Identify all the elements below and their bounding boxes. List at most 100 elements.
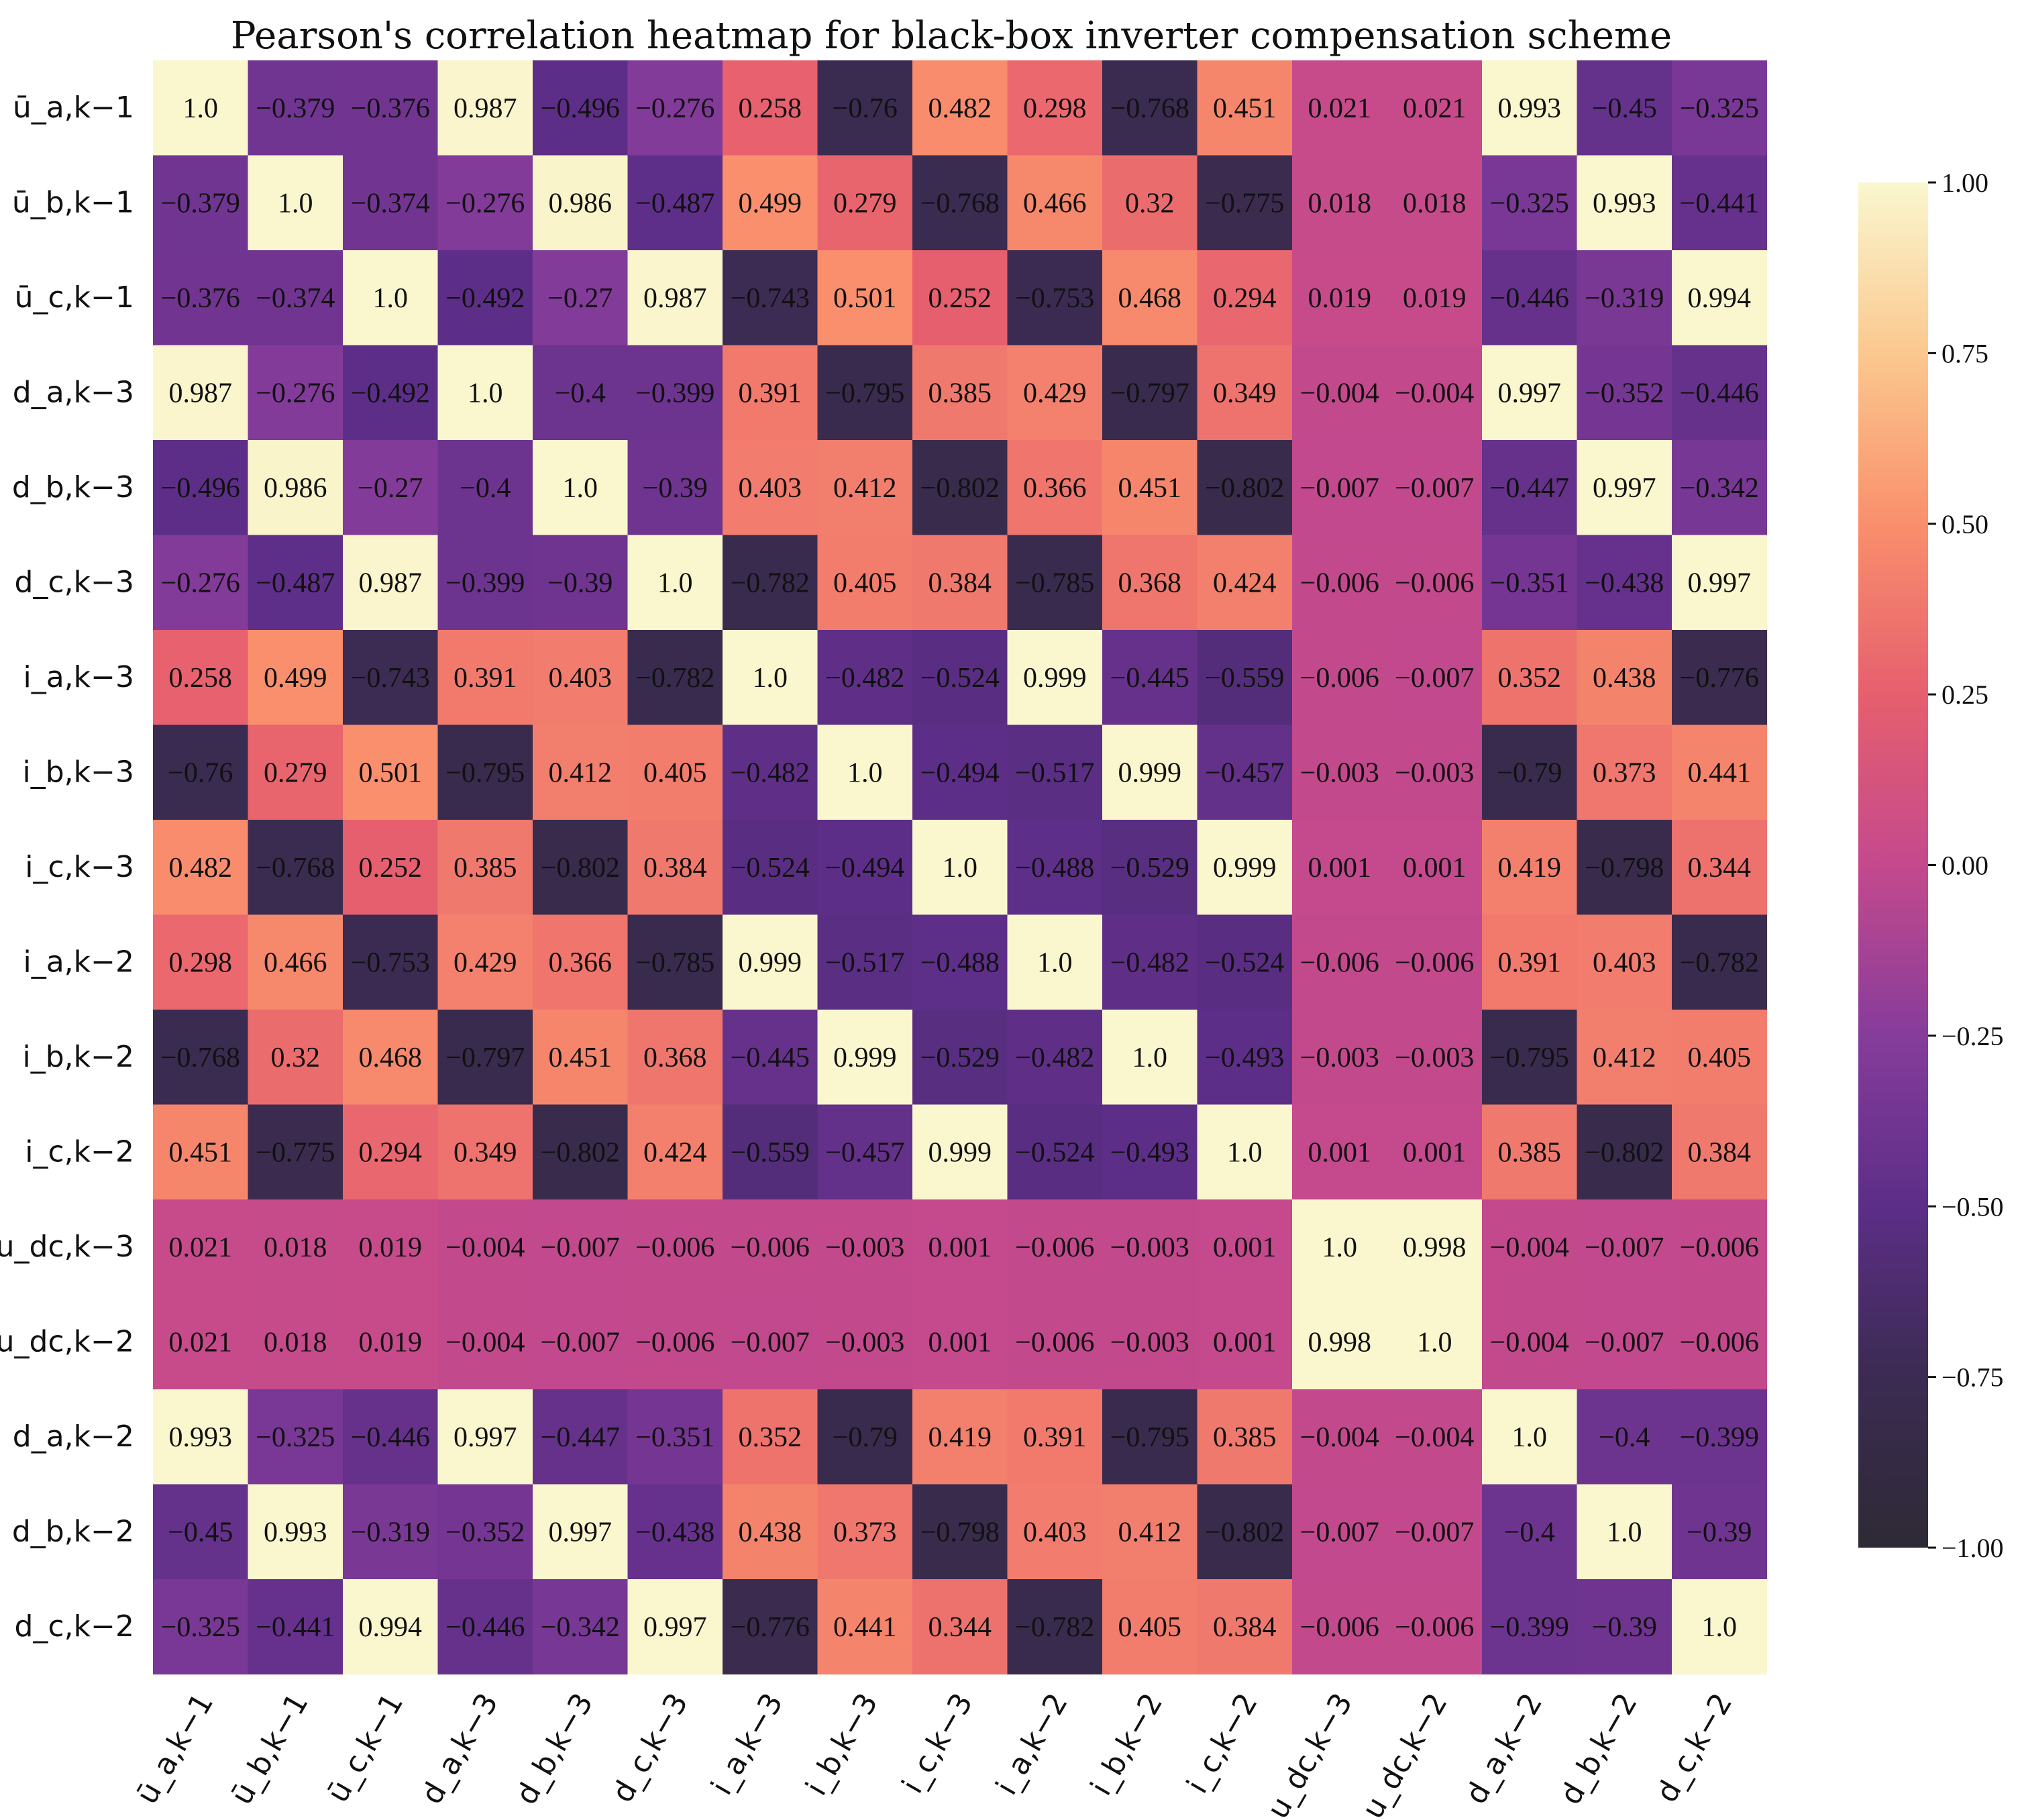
heatmap-cell	[912, 1199, 1008, 1295]
heatmap-cell	[153, 1104, 249, 1200]
heatmap-cell	[1672, 1104, 1768, 1200]
heatmap-cell	[1292, 345, 1388, 441]
cell-value-label: 0.468	[359, 1042, 423, 1073]
heatmap-cell	[723, 250, 818, 346]
heatmap-cell	[627, 250, 723, 346]
heatmap-cell	[1387, 1294, 1483, 1390]
cell-value-label: −0.447	[1490, 473, 1569, 504]
heatmap-cell	[437, 1389, 533, 1485]
heatmap-cell	[437, 1199, 533, 1295]
heatmap-cell	[627, 155, 723, 251]
heatmap-cell	[1292, 1294, 1388, 1390]
heatmap-cell	[1102, 1294, 1198, 1390]
heatmap-cell	[1577, 1484, 1672, 1580]
heatmap-cell	[343, 1484, 439, 1580]
heatmap-cell	[912, 630, 1008, 726]
cell-value-label: 0.482	[169, 853, 233, 884]
heatmap-cell	[1672, 1484, 1768, 1580]
cell-value-label: 0.019	[359, 1232, 423, 1263]
cell-value-label: −0.797	[1110, 378, 1189, 409]
cell-value-label: 0.999	[1023, 663, 1087, 694]
cell-value-label: −0.776	[731, 1612, 810, 1643]
cell-value-label: −0.753	[1015, 283, 1094, 314]
cell-value-label: −0.802	[1205, 473, 1284, 504]
cell-value-label: 0.412	[1593, 1042, 1656, 1073]
heatmap-cell	[248, 1484, 343, 1580]
cell-value-label: −0.39	[1592, 1612, 1657, 1643]
heatmap-cell	[437, 1294, 533, 1390]
heatmap-cell	[343, 630, 439, 726]
cell-value-label: 0.993	[169, 1422, 233, 1453]
heatmap-cell	[817, 630, 913, 726]
heatmap-cell	[627, 1484, 723, 1580]
heatmap-cell	[1482, 345, 1578, 441]
cell-value-label: 0.412	[833, 473, 897, 504]
heatmap-cell	[1292, 1199, 1388, 1295]
cell-value-label: −0.457	[1205, 757, 1284, 788]
heatmap-cell	[533, 1104, 629, 1200]
cell-value-label: −0.782	[731, 568, 810, 598]
cell-value-label: −0.795	[825, 378, 904, 409]
column-label: u_dc,k−3	[1261, 1688, 1359, 1820]
cell-value-label: −0.399	[1680, 1422, 1759, 1453]
cell-value-label: −0.379	[256, 93, 335, 124]
heatmap-cell	[248, 440, 343, 536]
heatmap-cell	[1387, 630, 1483, 726]
cell-value-label: −0.004	[1300, 378, 1379, 409]
heatmap-cell	[912, 1484, 1008, 1580]
cell-value-label: 0.368	[1118, 568, 1182, 598]
colorbar-tick-label: 1.00	[1942, 168, 1988, 198]
heatmap-cell	[627, 914, 723, 1010]
heatmap-cell	[1007, 1104, 1103, 1200]
heatmap-cell	[437, 535, 533, 631]
heatmap-cell	[153, 155, 249, 251]
heatmap-cell	[627, 1294, 723, 1390]
cell-value-label: −0.492	[445, 283, 525, 314]
cell-value-label: −0.004	[445, 1232, 525, 1263]
heatmap-cell	[437, 155, 533, 251]
cell-value-label: −0.27	[358, 473, 423, 504]
row-label: i_c,k−3	[25, 850, 134, 884]
cell-value-label: −0.006	[1015, 1232, 1094, 1263]
column-label: u_dc,k−2	[1355, 1688, 1454, 1820]
cell-value-label: 1.0	[1037, 947, 1073, 978]
column-label: i_a,k−2	[990, 1688, 1075, 1801]
heatmap-cell	[1102, 250, 1198, 346]
heatmap-cell	[533, 60, 629, 156]
cell-value-label: 0.349	[454, 1137, 517, 1168]
heatmap-cell	[1102, 1484, 1198, 1580]
cell-value-label: 0.466	[264, 947, 327, 978]
heatmap-cell	[1197, 345, 1293, 441]
cell-value-label: −0.798	[920, 1517, 1000, 1548]
cell-value-label: 0.468	[1118, 283, 1182, 314]
cell-value-label: −0.325	[1680, 93, 1759, 124]
cell-value-label: 0.279	[833, 188, 897, 219]
row-label: u_dc,k−3	[0, 1230, 134, 1264]
row-label: d_a,k−3	[13, 375, 134, 409]
heatmap-cell	[1292, 1389, 1388, 1485]
heatmap-cell	[153, 1199, 249, 1295]
cell-value-label: 0.987	[169, 378, 233, 409]
cell-value-label: −0.743	[351, 663, 430, 694]
heatmap-cell	[1007, 914, 1103, 1010]
cell-value-label: 0.385	[454, 853, 517, 884]
cell-value-label: 0.001	[1308, 1137, 1372, 1168]
cell-value-label: −0.496	[541, 93, 620, 124]
cell-value-label: 0.451	[1213, 93, 1277, 124]
heatmap-cell	[1672, 440, 1768, 536]
heatmap-cell	[1387, 1579, 1483, 1675]
cell-value-label: −0.374	[351, 188, 430, 219]
cell-value-label: −0.529	[920, 1042, 1000, 1073]
cell-value-label: −0.007	[1395, 473, 1474, 504]
heatmap-cell	[153, 250, 249, 346]
cell-value-label: 1.0	[1227, 1137, 1263, 1168]
heatmap-cell	[1197, 630, 1293, 726]
heatmap-cell	[153, 1294, 249, 1390]
cell-value-label: 1.0	[657, 568, 693, 598]
heatmap-cell	[153, 820, 249, 916]
heatmap-cell	[723, 1010, 818, 1106]
cell-value-label: −0.446	[1490, 283, 1569, 314]
heatmap-cell	[723, 535, 818, 631]
cell-value-label: −0.003	[1110, 1232, 1189, 1263]
heatmap-cell	[248, 1389, 343, 1485]
